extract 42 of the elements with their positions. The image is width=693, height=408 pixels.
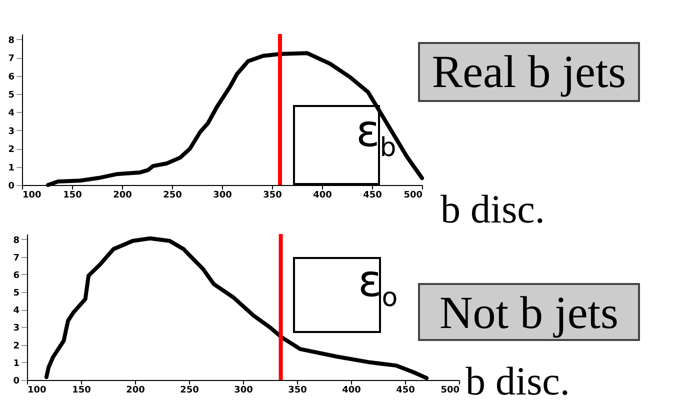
x-tick-label: 250 <box>180 386 199 396</box>
x-tick-label: 300 <box>234 386 253 396</box>
x-tick-label: 350 <box>263 190 282 200</box>
y-tick-label: 7 <box>8 54 14 64</box>
y-tick-label: 1 <box>8 163 14 174</box>
x-tick-label: 450 <box>363 190 382 200</box>
y-tick-label: 0 <box>13 376 20 386</box>
y-tick-label: 3 <box>8 126 14 137</box>
x-tick-label: 350 <box>288 386 307 396</box>
annotation: ε$_{b}$ <box>356 106 396 165</box>
x-axis-title: b disc. <box>466 358 570 404</box>
text: Real b jets <box>418 42 640 102</box>
x-tick-label: 100 <box>28 386 46 396</box>
text: Not b jets <box>418 283 640 341</box>
x-tick-label: 100 <box>22 190 42 200</box>
y-tick-label: 8 <box>8 36 14 46</box>
y-tick-label: 8 <box>13 236 20 246</box>
y-tick-label: 6 <box>13 270 20 281</box>
x-tick-label: 250 <box>163 190 182 200</box>
annotation: ε$_{o}$ <box>358 256 398 315</box>
x-tick-label: 150 <box>72 386 91 396</box>
x-tick-label: 500 <box>404 190 422 200</box>
y-tick-label: 0 <box>8 182 14 192</box>
x-tick-label: 150 <box>63 190 82 200</box>
x-tick-label: 200 <box>113 190 132 200</box>
x-tick-label: 400 <box>342 386 361 396</box>
y-tick-label: 3 <box>13 324 20 334</box>
x-tick-label: 300 <box>213 190 232 200</box>
x-tick-label: 450 <box>396 386 415 396</box>
y-tick-label: 7 <box>13 253 20 264</box>
x-tick-label: 400 <box>313 190 332 200</box>
y-tick-label: 4 <box>8 108 14 119</box>
y-tick-label: 5 <box>13 288 20 299</box>
y-tick-label: 2 <box>8 145 14 156</box>
y-tick-label: 5 <box>8 90 14 101</box>
x-tick-label: 500 <box>440 386 460 396</box>
y-tick-label: 1 <box>13 358 20 369</box>
y-tick-label: 4 <box>13 306 20 316</box>
y-tick-label: 2 <box>13 341 20 352</box>
x-axis-title: b disc. <box>440 186 545 232</box>
x-tick-label: 200 <box>126 386 145 396</box>
y-tick-label: 6 <box>8 72 14 82</box>
